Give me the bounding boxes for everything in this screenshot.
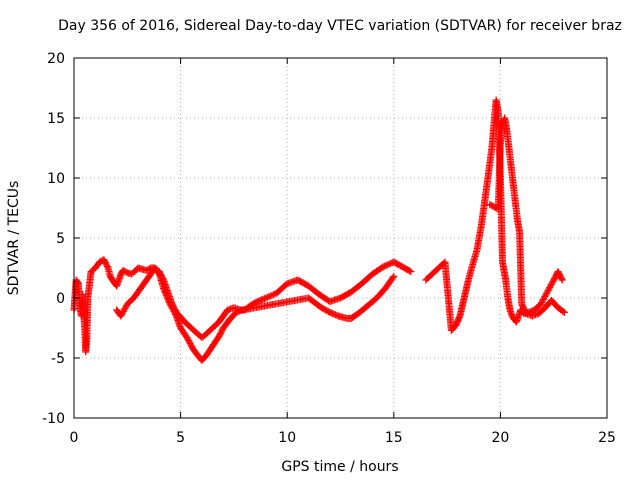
x-tick-label: 0 — [70, 430, 79, 446]
y-tick-label: 20 — [47, 51, 65, 67]
data-point — [546, 284, 554, 291]
data-point — [171, 309, 179, 317]
data-point — [188, 343, 196, 351]
data-point — [381, 262, 389, 270]
x-tick-label: 20 — [491, 430, 509, 446]
data-point — [187, 341, 195, 349]
data-point — [266, 292, 274, 300]
data-point — [539, 297, 547, 305]
data-point — [548, 279, 556, 287]
data-point — [184, 335, 192, 343]
x-tick-label: 10 — [278, 430, 296, 446]
data-point — [407, 268, 415, 276]
series-2 — [113, 264, 398, 364]
data-point — [265, 293, 273, 301]
series-3 — [422, 96, 566, 334]
x-tick-label: 25 — [598, 430, 616, 446]
data-point — [166, 300, 174, 308]
data-point — [186, 340, 194, 348]
data-point — [544, 287, 552, 294]
x-tick-label: 5 — [176, 430, 185, 446]
y-tick-label: 15 — [47, 111, 65, 127]
data-points — [70, 96, 568, 364]
data-point — [382, 261, 390, 269]
data-point — [547, 282, 555, 290]
data-point — [269, 291, 277, 299]
data-point — [119, 309, 127, 317]
data-point — [168, 303, 176, 311]
data-point — [262, 294, 270, 302]
data-point — [121, 305, 129, 312]
data-point — [168, 305, 176, 312]
data-point — [122, 303, 130, 311]
data-point — [119, 308, 127, 315]
data-point — [169, 306, 177, 314]
axis-ticks: 0 5 10 15 20 25 -10 -5 0 5 10 15 20 — [42, 51, 616, 446]
data-point — [543, 288, 551, 296]
data-point — [540, 294, 548, 302]
data-point — [390, 272, 398, 280]
y-tick-label: 10 — [47, 171, 65, 187]
data-point — [541, 293, 549, 300]
y-tick-label: 0 — [56, 291, 65, 307]
data-point — [170, 308, 178, 315]
x-axis-label: GPS time / hours — [281, 459, 398, 475]
data-point — [167, 302, 175, 309]
y-axis-label: SDTVAR / TECUs — [6, 181, 22, 296]
data-point — [103, 263, 111, 271]
data-point — [384, 261, 392, 269]
series-4 — [486, 114, 568, 320]
data-point — [560, 308, 568, 316]
data-point — [120, 306, 128, 314]
data-point — [117, 312, 125, 320]
y-tick-label: -10 — [42, 411, 65, 427]
data-point — [547, 281, 555, 288]
data-point — [268, 291, 276, 299]
grid-lines — [74, 58, 607, 418]
data-point — [542, 291, 550, 299]
y-tick-label: 5 — [56, 231, 65, 247]
data-point — [185, 337, 193, 345]
y-tick-label: -5 — [51, 351, 65, 367]
data-point — [558, 275, 566, 283]
data-point — [559, 307, 567, 315]
data-point — [185, 338, 193, 346]
data-point — [118, 311, 126, 318]
data-point — [539, 296, 547, 303]
chart-title: Day 356 of 2016, Sidereal Day-to-day VTE… — [58, 18, 622, 34]
plot-frame — [73, 57, 608, 419]
data-point — [537, 300, 545, 308]
series-1 — [70, 256, 415, 356]
data-point — [545, 285, 553, 293]
data-point — [389, 274, 397, 282]
data-point — [538, 299, 546, 306]
x-tick-label: 15 — [385, 430, 403, 446]
data-point — [385, 260, 393, 268]
data-point — [558, 276, 566, 284]
data-point — [183, 334, 191, 342]
data-point — [263, 293, 271, 301]
data-point — [406, 267, 414, 275]
data-point — [172, 311, 180, 318]
data-point — [379, 263, 387, 271]
data-point — [543, 290, 551, 297]
